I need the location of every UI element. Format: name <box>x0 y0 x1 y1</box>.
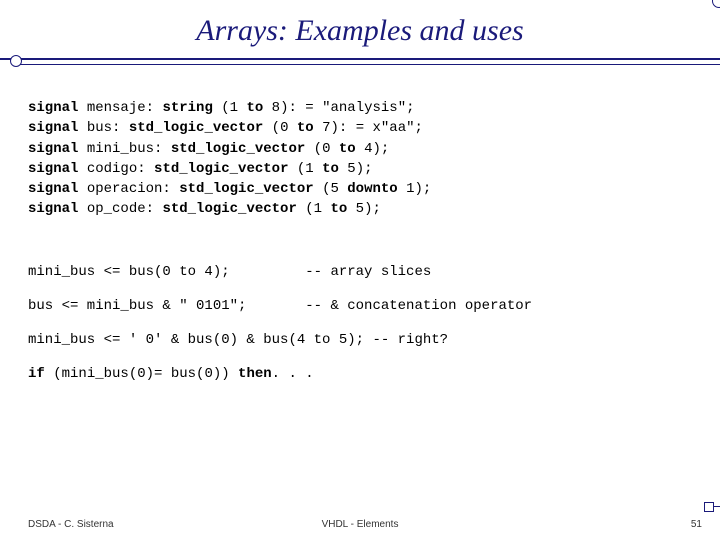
slide-title: Arrays: Examples and uses <box>0 0 720 58</box>
content-area: signal mensaje: string (1 to 8): = "anal… <box>0 74 720 382</box>
footer-center: VHDL - Elements <box>322 519 399 530</box>
title-underline <box>0 58 720 68</box>
example-statements: mini_bus <= bus(0 to 4); -- array slices… <box>28 264 692 382</box>
footer-right: 51 <box>691 519 702 530</box>
footer-left: DSDA - C. Sisterna <box>28 519 114 530</box>
decor-corner-square <box>704 502 714 512</box>
decor-corner-line <box>714 506 720 507</box>
signal-declarations: signal mensaje: string (1 to 8): = "anal… <box>28 98 692 220</box>
